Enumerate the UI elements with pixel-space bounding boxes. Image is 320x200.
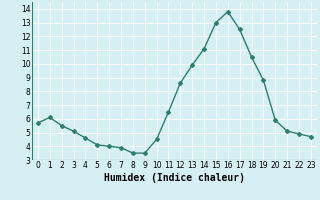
X-axis label: Humidex (Indice chaleur): Humidex (Indice chaleur)	[104, 173, 245, 183]
